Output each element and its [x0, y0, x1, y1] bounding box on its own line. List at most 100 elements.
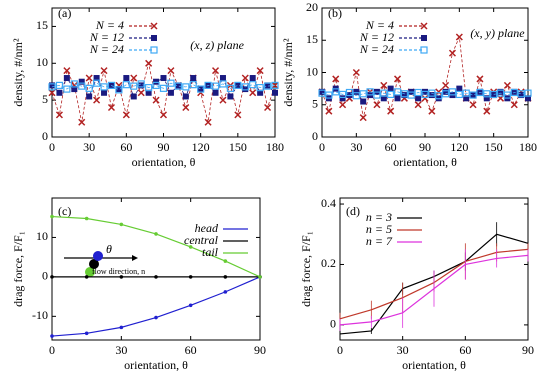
marker-x: [428, 107, 436, 115]
marker-square: [517, 90, 525, 98]
y-axis-label: density, #/nm²: [11, 38, 25, 107]
inset-arrowhead: [132, 255, 138, 261]
annotation: (x, y) plane: [470, 26, 525, 40]
x-tick-label: 60: [120, 140, 132, 154]
series-line: [51, 82, 276, 91]
marker-square: [366, 88, 374, 96]
marker-x: [167, 67, 175, 75]
marker-square: [190, 75, 197, 82]
marker-square: [153, 78, 160, 85]
marker-square: [456, 85, 463, 92]
y-tick-label: -10: [32, 308, 48, 322]
marker-square: [241, 83, 249, 91]
marker-x: [256, 67, 264, 75]
legend-label: N = 12: [359, 30, 394, 44]
marker-x: [107, 103, 115, 112]
annotation: (x, z) plane: [190, 38, 244, 52]
marker-square: [256, 84, 264, 92]
x-axis-label: orientation, θ: [124, 358, 188, 372]
series-line: [321, 91, 529, 97]
marker-stroke: [483, 107, 491, 115]
marker-x: [420, 22, 428, 30]
marker-dot: [154, 232, 158, 236]
marker-stroke: [332, 75, 340, 83]
marker-square: [490, 92, 497, 99]
marker-square: [339, 95, 346, 102]
marker-square: [115, 86, 122, 93]
marker-square: [394, 95, 401, 102]
panel-label: (d): [346, 204, 360, 218]
x-tick-label: 150: [485, 140, 503, 154]
marker-x: [510, 101, 518, 109]
marker-square: [503, 91, 511, 99]
marker-square: [373, 91, 381, 99]
series-line: [51, 215, 261, 278]
marker-square: [71, 86, 78, 93]
inset-theta: θ: [106, 242, 112, 256]
x-tick-label: 60: [385, 140, 397, 154]
x-tick-label: 0: [49, 140, 55, 154]
x-tick-label: 120: [192, 140, 210, 154]
marker-stroke: [150, 22, 158, 30]
marker-stroke: [152, 96, 160, 104]
marker-square: [483, 95, 490, 102]
marker-dot: [50, 275, 54, 279]
marker-square: [122, 81, 130, 89]
legend-label: N = 4: [95, 18, 124, 32]
marker-x: [373, 101, 381, 109]
legend-label: central: [184, 233, 219, 247]
x-tick-label: 30: [115, 343, 127, 357]
legend-label: n = 5: [366, 222, 392, 236]
marker-square: [435, 92, 443, 100]
x-axis-label: orientation, θ: [393, 155, 457, 169]
marker-stroke: [182, 103, 190, 112]
marker-square: [387, 90, 395, 99]
x-tick-label: 90: [522, 343, 534, 357]
legend-label: N = 24: [359, 42, 394, 56]
marker-stroke: [145, 59, 153, 67]
panel-label: (a): [58, 6, 71, 20]
marker-square: [511, 88, 518, 95]
marker-x: [503, 81, 511, 89]
plot-frame: [51, 197, 261, 341]
marker-square: [428, 92, 435, 99]
marker-stroke: [204, 118, 212, 126]
series-line: [51, 63, 276, 123]
marker-stroke: [159, 111, 168, 119]
x-tick-label: 0: [337, 343, 343, 357]
marker-stroke: [428, 107, 436, 115]
marker-square: [360, 98, 367, 105]
marker-square: [130, 82, 138, 90]
marker-x: [93, 96, 101, 104]
marker-square: [332, 88, 340, 96]
marker-square: [476, 88, 484, 97]
marker-square: [401, 92, 408, 99]
marker-square: [400, 90, 408, 98]
marker-square: [159, 84, 168, 92]
marker-x: [264, 103, 272, 112]
marker-dot: [188, 303, 193, 308]
marker-square: [469, 91, 477, 99]
x-tick-label: 60: [185, 343, 197, 357]
marker-square: [219, 75, 226, 82]
marker-square: [234, 82, 241, 89]
inset-head: [93, 251, 103, 261]
marker-x: [387, 107, 395, 115]
y-tick-label: 10: [36, 229, 48, 243]
y-tick-label: 5: [42, 92, 48, 106]
plot-frame: [339, 197, 529, 341]
marker-square: [63, 85, 71, 93]
marker-square: [380, 95, 387, 102]
marker-square: [49, 82, 55, 89]
marker-x: [483, 107, 491, 115]
marker-square: [345, 88, 354, 97]
marker-square: [150, 46, 158, 54]
marker-square: [242, 86, 249, 93]
marker-square: [115, 86, 123, 94]
marker-x: [352, 68, 360, 77]
marker-square: [219, 80, 227, 88]
y-tick-label: 0: [330, 317, 336, 331]
marker-stroke: [48, 89, 56, 97]
x-tick-label: 30: [83, 140, 95, 154]
